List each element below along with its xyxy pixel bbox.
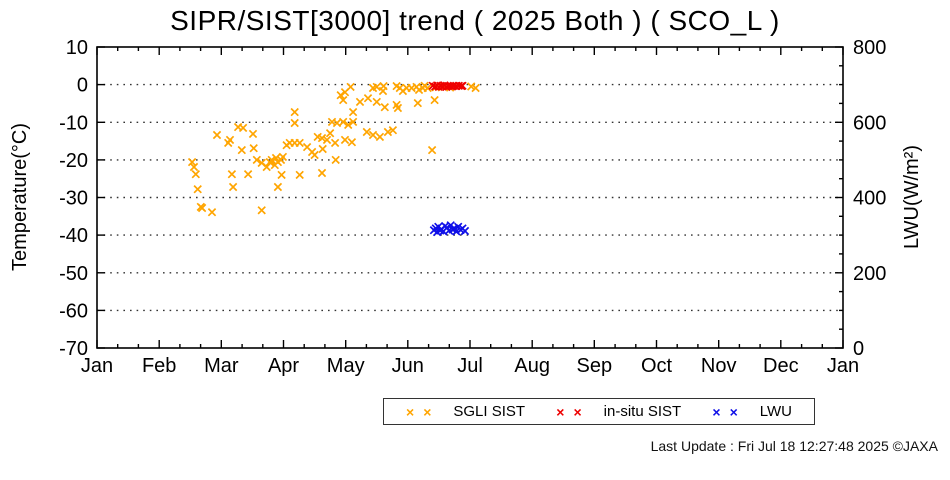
svg-text:-10: -10 (59, 112, 88, 134)
x-marker-icon: × (556, 403, 565, 420)
last-update-text: Last Update : Fri Jul 18 12:27:48 2025 ©… (650, 438, 938, 454)
svg-text:0: 0 (853, 338, 864, 360)
svg-text:Dec: Dec (763, 355, 799, 377)
svg-text:400: 400 (853, 188, 886, 210)
svg-text:Mar: Mar (204, 355, 239, 377)
svg-text:Apr: Apr (268, 355, 299, 377)
svg-text:-50: -50 (59, 263, 88, 285)
svg-text:-40: -40 (59, 225, 88, 247)
svg-text:Jan: Jan (81, 355, 113, 377)
chart-title: SIPR/SIST[3000] trend ( 2025 Both ) ( SC… (170, 5, 780, 36)
svg-text:Jan: Jan (827, 355, 859, 377)
svg-text:800: 800 (853, 37, 886, 59)
x-marker-icon: × × (712, 405, 737, 419)
svg-text:Nov: Nov (701, 355, 737, 377)
legend-label: in-situ SIST (603, 403, 682, 420)
x-marker-icon: × (729, 403, 738, 420)
x-marker-icon: × (573, 403, 582, 420)
legend-label: LWU (759, 403, 792, 420)
svg-text:600: 600 (853, 112, 886, 134)
svg-text:May: May (327, 355, 365, 377)
svg-text:Oct: Oct (641, 355, 673, 377)
svg-text:Feb: Feb (142, 355, 176, 377)
svg-text:-60: -60 (59, 300, 88, 322)
svg-text:200: 200 (853, 263, 886, 285)
svg-text:Sep: Sep (577, 355, 613, 377)
legend-item-sgli-sist: × × SGLI SIST (406, 403, 525, 420)
svg-text:Jun: Jun (392, 355, 424, 377)
svg-text:-70: -70 (59, 338, 88, 360)
x-marker-icon: × (406, 403, 415, 420)
svg-text:-30: -30 (59, 188, 88, 210)
svg-text:Jul: Jul (457, 355, 483, 377)
legend-item-lwu: × × LWU (712, 403, 792, 420)
x-marker-icon: × (423, 403, 432, 420)
svg-text:10: 10 (66, 37, 88, 59)
svg-text:0: 0 (77, 75, 88, 97)
x-marker-icon: × × (406, 405, 431, 419)
legend-label: SGLI SIST (453, 403, 526, 420)
svg-text:-20: -20 (59, 150, 88, 172)
legend-item-in-situ-sist: × × in-situ SIST (556, 403, 681, 420)
svg-text:Aug: Aug (514, 355, 550, 377)
x-marker-icon: × (712, 403, 721, 420)
legend: × × SGLI SIST × × in-situ SIST × × LWU (383, 398, 815, 425)
x-marker-icon: × × (556, 405, 581, 419)
